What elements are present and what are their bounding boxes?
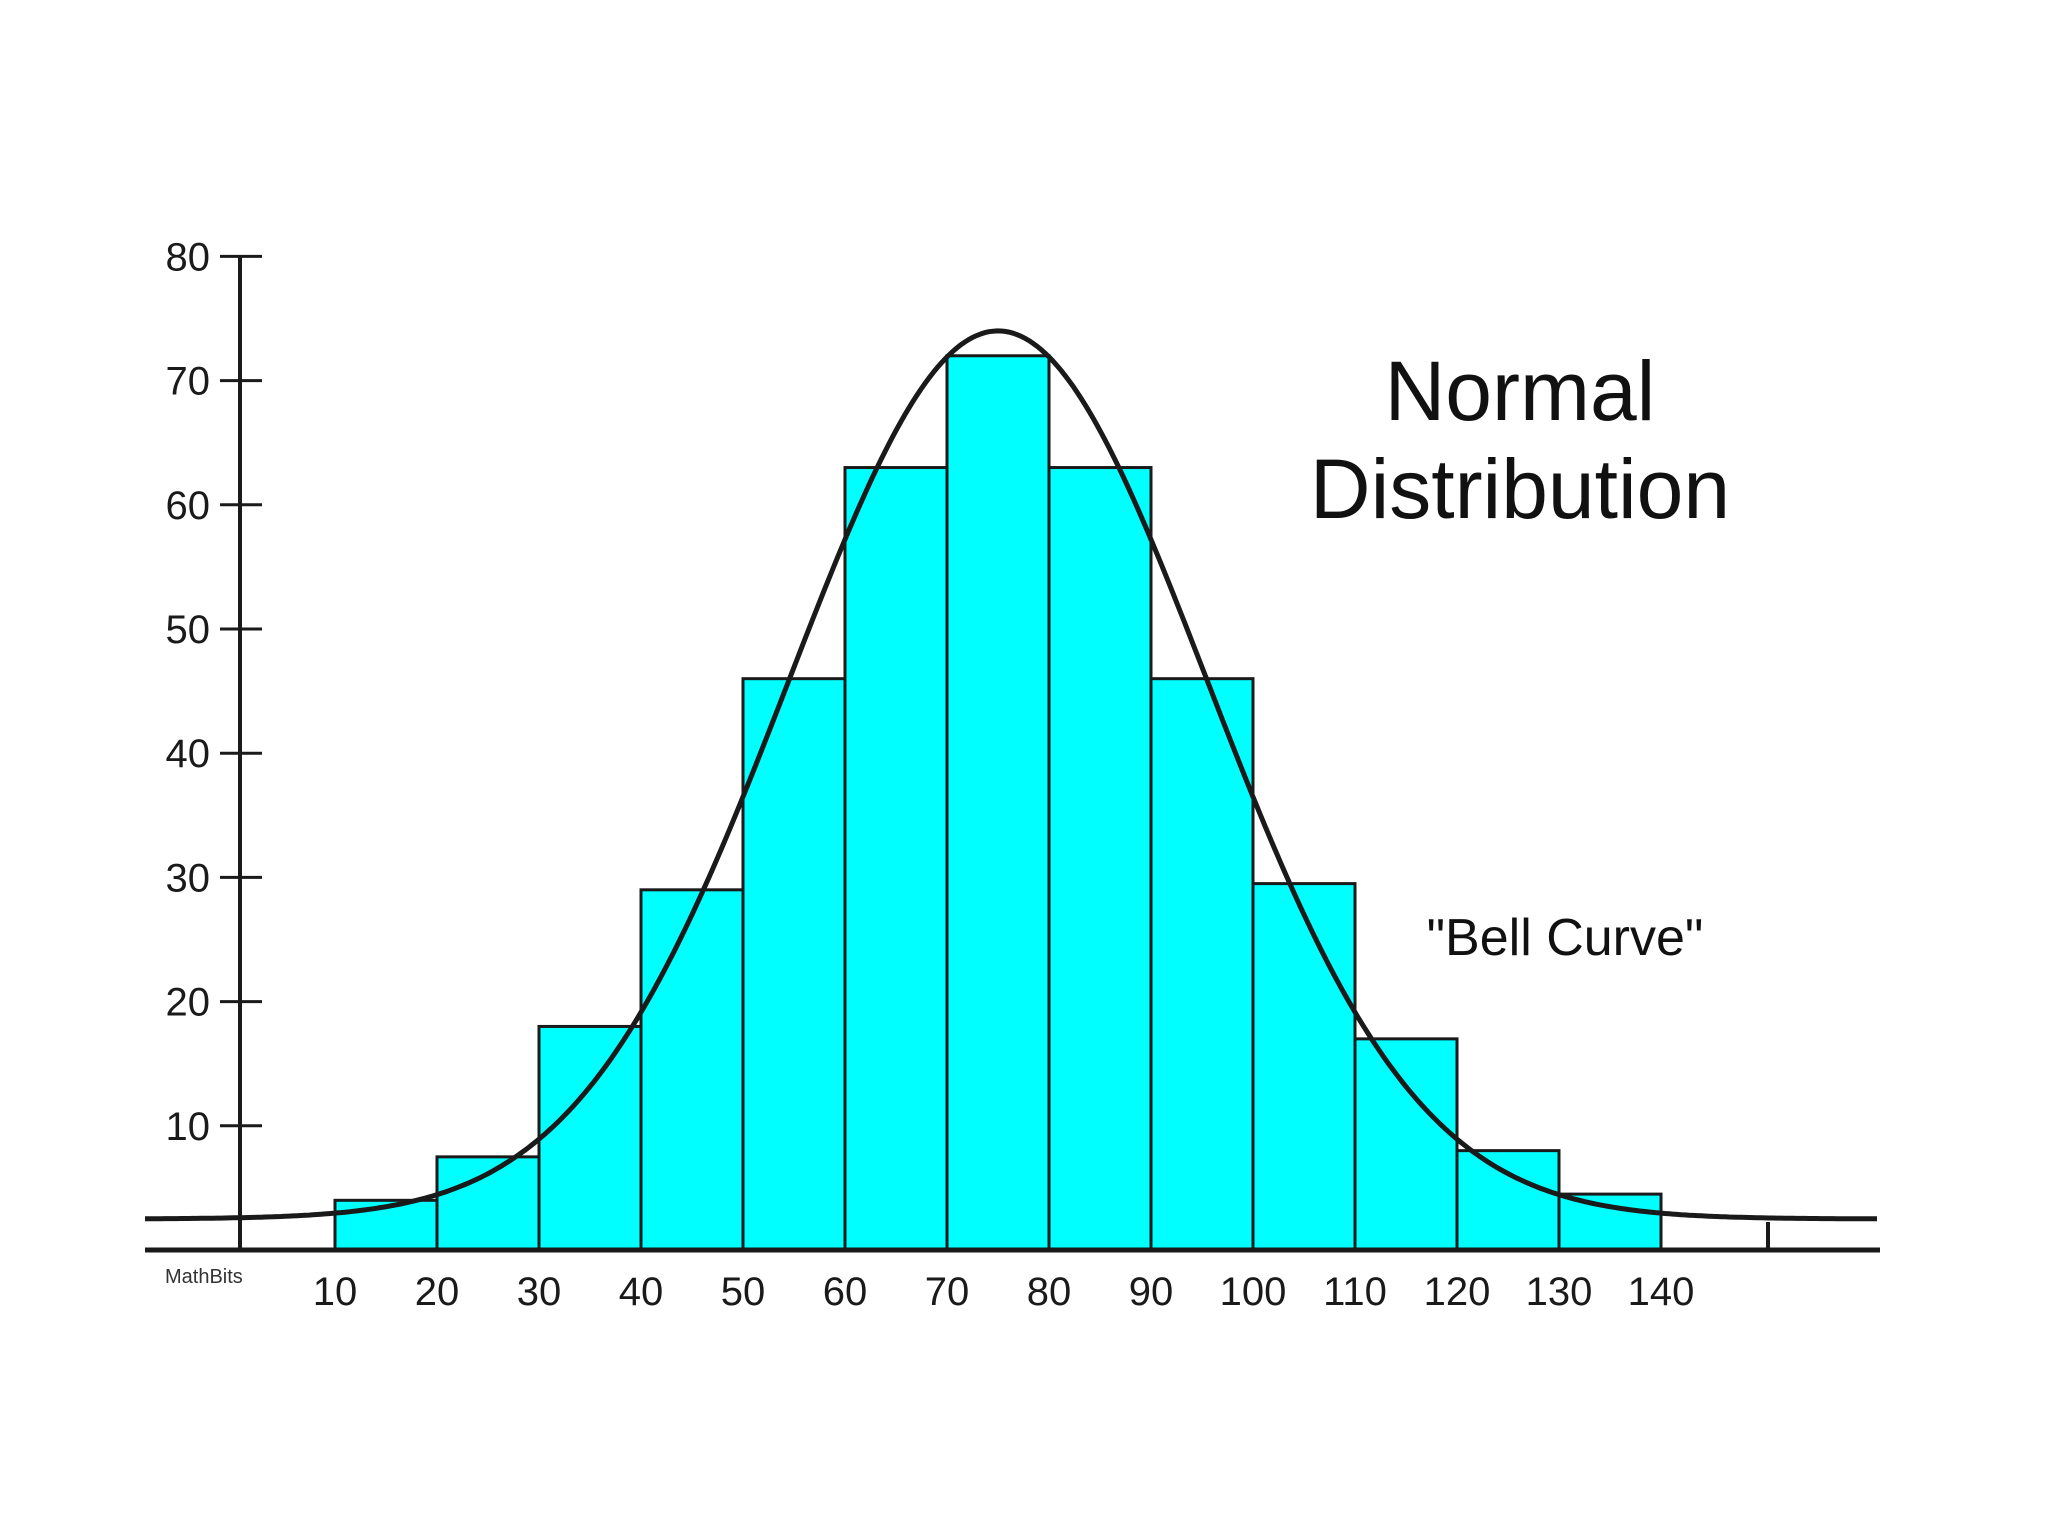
x-tick-label-20: 20 — [415, 1270, 460, 1314]
x-tick-label-50: 50 — [721, 1270, 766, 1314]
mathbits-watermark: MathBits — [165, 1266, 243, 1288]
histogram-bar-130-140 — [1557, 1192, 1663, 1252]
histogram-bar-100-110 — [1251, 882, 1357, 1252]
histogram-bars — [333, 354, 1663, 1252]
y-tick-label-80: 80 — [166, 235, 211, 279]
x-tick-label-30: 30 — [517, 1270, 562, 1314]
x-tick-label-60: 60 — [823, 1270, 868, 1314]
histogram-bar-70-80 — [945, 354, 1051, 1252]
x-tick-label-100: 100 — [1220, 1270, 1287, 1314]
y-tick-label-60: 60 — [166, 484, 211, 528]
x-tick-label-40: 40 — [619, 1270, 664, 1314]
y-tick-label-10: 10 — [166, 1105, 211, 1149]
x-tick-label-10: 10 — [313, 1270, 358, 1314]
bell-curve-line — [145, 328, 1877, 1222]
y-tick-label-40: 40 — [166, 732, 211, 776]
histogram-bar-60-70 — [843, 466, 949, 1252]
y-tick-label-20: 20 — [166, 981, 211, 1025]
tick-labels: 10 20 30 40 50 60 70 80 10 20 30 40 50 60 70 80 90 100 110… — [166, 235, 1695, 1314]
x-tick-label-120: 120 — [1424, 1270, 1491, 1314]
chart-title-line-2: Distribution — [1310, 442, 1730, 536]
x-tick-label-110: 110 — [1323, 1270, 1387, 1314]
histogram-bar-30-40 — [537, 1024, 643, 1252]
x-tick-label-130: 130 — [1526, 1270, 1593, 1314]
histogram-bar-80-90 — [1047, 466, 1153, 1252]
x-tick-label-140: 140 — [1628, 1270, 1695, 1314]
histogram-bar-110-120 — [1353, 1037, 1459, 1252]
chart-title-line-1: Normal — [1385, 344, 1656, 438]
histogram-bar-120-130 — [1455, 1149, 1561, 1252]
bell-curve-annotation: "Bell Curve" — [1427, 909, 1704, 967]
x-tick-label-70: 70 — [925, 1270, 970, 1314]
y-tick-label-70: 70 — [166, 360, 211, 404]
x-tick-label-80: 80 — [1027, 1270, 1072, 1314]
y-tick-label-30: 30 — [166, 856, 211, 900]
axes — [145, 254, 1880, 1253]
y-tick-label-50: 50 — [166, 608, 211, 652]
x-tick-label-90: 90 — [1129, 1270, 1174, 1314]
histogram-bar-40-50 — [639, 888, 745, 1252]
